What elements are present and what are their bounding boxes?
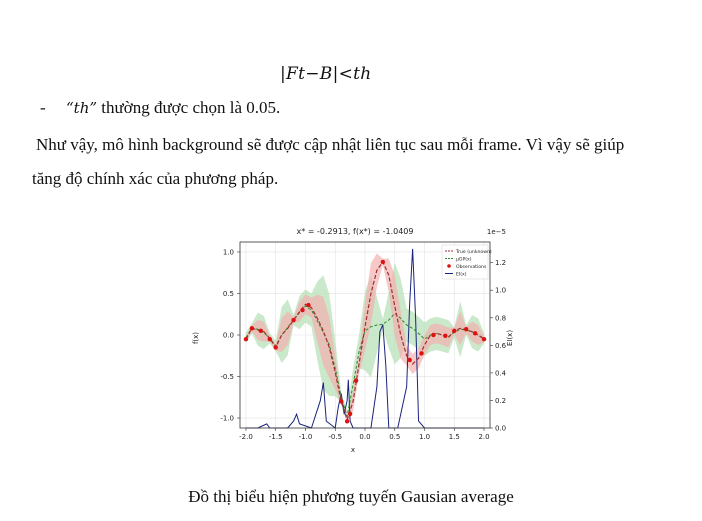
y2-tick-label: 0.0 [495,425,506,433]
observation-point [443,333,448,339]
observation-point [407,357,412,363]
legend-label: μGP(x) [456,256,472,262]
y-tick-label: -0.5 [220,373,234,381]
legend-label: EI(x) [456,271,467,277]
observation-point [419,351,424,356]
y-axis-label: f(x) [192,332,200,344]
figure-caption: Đồ thị biểu hiện phương tuyến Gausian av… [188,487,514,506]
y2-scale-label: 1e−5 [487,228,506,236]
observation-point [291,317,296,323]
y2-tick-label: 1.0 [495,287,506,295]
observation-point [273,345,278,350]
observation-point [347,411,353,417]
observation-point [338,399,344,404]
y2-tick-label: 0.8 [495,314,506,322]
y-tick-label: 0.5 [223,290,234,298]
threshold-formula: |Ft−B|<th [280,64,372,84]
observation-point [344,419,350,424]
observation-point [452,328,457,334]
y2-tick-label: 0.4 [495,369,507,377]
true-confidence-band [245,253,485,423]
gp-chart-figure: -2.0 -1.5 -1.0 -0.5 0.0 0.5 1.0 1.5 2.0 1.0 0.5 0.0… [190,218,520,458]
paragraph-line-2: tăng độ chính xác của phương pháp. [32,169,279,188]
gp-chart: -2.0 -1.5 -1.0 -0.5 0.0 0.5 1.0 1.5 2.0 1.0 0.5 0.0… [192,227,514,454]
bullet-dash: - [40,98,46,117]
legend-label: Observations [456,264,487,270]
ei-line [245,248,485,429]
x-tick-label: 0.5 [389,433,400,441]
observation-point [243,336,249,342]
x-axis-label: x [351,446,355,454]
x-tick-label: -1.0 [299,433,313,441]
observation-point [258,328,264,334]
chart-title: x* = -0.2913, f(x*) = -1.0409 [297,227,414,236]
x-tick-label: 1.5 [449,433,460,441]
y2-axis-label: EI(x) [506,330,514,346]
legend-marker [447,264,451,268]
observation-point [380,259,386,265]
y-tick-label: 0.0 [223,332,234,340]
observation-point [472,331,478,336]
y2-tick-label: 0.6 [495,342,507,350]
x-tick-label: 2.0 [478,433,489,441]
body-paragraph: Như vậy, mô hình background sẽ được cập … [32,128,686,196]
x-tick-label: 0.0 [359,433,370,441]
bullet-line: - “th” thường được chọn là 0.05. [40,98,280,118]
y2-tick-label: 1.2 [495,259,506,267]
legend-label: True (unknown) [455,249,492,255]
observation-point [431,332,436,338]
y-tick-label: 1.0 [223,248,234,256]
y-tick-label: -1.0 [220,415,234,423]
confidence-bands [245,253,485,423]
observation-point [300,307,305,313]
paragraph-line-1: Như vậy, mô hình background sẽ được cập … [36,135,625,154]
x-tick-label: -0.5 [328,433,342,441]
observation-points [243,259,487,424]
x-tick-label: 1.0 [419,433,430,441]
bullet-text: thường được chọn là 0.05. [97,98,281,117]
x-tick-label: -2.0 [239,433,253,441]
observation-point [481,336,487,342]
x-tick-label: -1.5 [269,433,283,441]
chart-ticks: -2.0 -1.5 -1.0 -0.5 0.0 0.5 1.0 1.5 2.0 1.0 0.5 0.0… [220,248,506,441]
y2-tick-label: 0.2 [495,397,506,405]
observation-point [306,302,311,308]
observation-point [267,336,272,342]
observation-point [353,378,359,383]
observation-point [463,326,469,332]
observation-point [249,326,255,331]
bullet-variable: “th” [66,99,98,117]
